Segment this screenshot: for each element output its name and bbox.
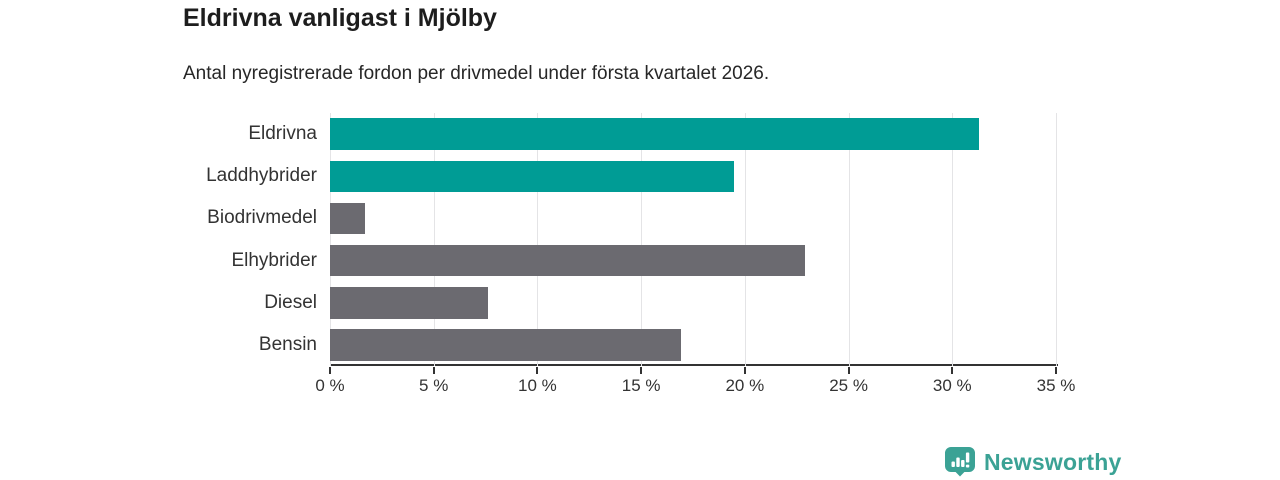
x-tick-mark-5 bbox=[432, 367, 435, 374]
category-label-biodrivmedel: Biodrivmedel bbox=[207, 207, 317, 229]
chart-subtitle: Antal nyregistrerade fordon per drivmede… bbox=[183, 63, 770, 84]
plot-area: 0 % 5 % 10 % 15 % 20 % 25 % 30 % 35 % Eldrivna La… bbox=[206, 113, 1075, 395]
x-tick-label-15: 15 % bbox=[621, 376, 661, 395]
x-tick-mark-30 bbox=[951, 367, 954, 374]
category-label-eldrivna: Eldrivna bbox=[248, 123, 317, 145]
gridline-30 bbox=[952, 113, 954, 366]
bar-laddhybrider bbox=[330, 160, 735, 192]
x-tick-label-25: 25 % bbox=[829, 376, 868, 395]
x-tick-mark-20 bbox=[743, 367, 746, 374]
x-tick-label-5: 5 % bbox=[419, 376, 449, 395]
category-label-diesel: Diesel bbox=[264, 291, 317, 313]
newsworthy-logo-icon bbox=[945, 447, 975, 477]
x-tick-label-30: 30 % bbox=[932, 376, 972, 395]
bar-eldrivna bbox=[330, 118, 980, 150]
gridline-25 bbox=[848, 113, 850, 366]
x-tick-label-10: 10 % bbox=[518, 376, 557, 395]
category-label-elhybrider: Elhybrider bbox=[231, 249, 317, 271]
x-tick-label-0: 0 % bbox=[315, 376, 345, 395]
x-tick-mark-0 bbox=[329, 367, 331, 374]
gridline-35 bbox=[1056, 113, 1057, 366]
gridline-5 bbox=[433, 113, 435, 366]
x-axis-line bbox=[330, 364, 1058, 366]
category-label-bensin: Bensin bbox=[258, 333, 317, 355]
chart-title: Eldrivna vanligast i Mjölby bbox=[183, 4, 497, 32]
bar-diesel bbox=[330, 287, 488, 319]
x-tick-label-20: 20 % bbox=[725, 376, 765, 395]
bar-biodrivmedel bbox=[330, 202, 366, 235]
gridline-0 bbox=[330, 113, 331, 366]
x-tick-mark-35 bbox=[1055, 367, 1057, 374]
bar-bensin bbox=[330, 329, 681, 361]
x-tick-mark-10 bbox=[536, 367, 539, 374]
gridline-10 bbox=[537, 113, 539, 366]
newsworthy-logo-text: Newsworthy bbox=[984, 448, 1122, 475]
bar-elhybrider bbox=[330, 244, 805, 277]
gridline-20 bbox=[744, 113, 746, 366]
x-tick-mark-15 bbox=[640, 367, 643, 374]
category-label-laddhybrider: Laddhybrider bbox=[206, 165, 317, 187]
gridline-15 bbox=[641, 113, 643, 366]
x-tick-label-35: 35 % bbox=[1036, 376, 1076, 395]
footer-branding: Newsworthy bbox=[944, 446, 1121, 478]
x-tick-mark-25 bbox=[847, 367, 850, 374]
